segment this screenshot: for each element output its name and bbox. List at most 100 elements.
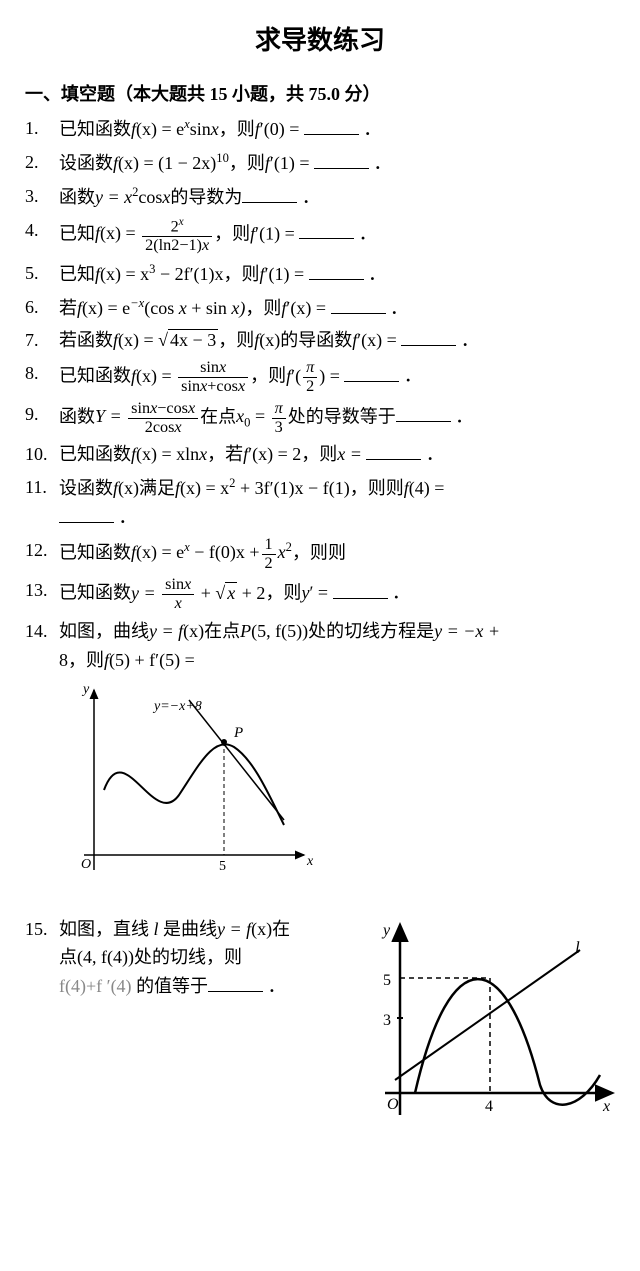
blank[interactable] bbox=[304, 116, 359, 135]
t: ，则 bbox=[224, 264, 260, 284]
t: ，则 bbox=[214, 223, 250, 243]
formula: y′ = bbox=[301, 583, 328, 603]
question-12: 12. 已知函数f(x) = ex − f(0)x +12x2，则则 bbox=[25, 536, 615, 573]
t: ，则 bbox=[219, 119, 255, 139]
question-3: 3. 函数y = x2cosx的导数为 ． bbox=[25, 182, 615, 212]
formula: f(x) = xlnx bbox=[131, 444, 207, 464]
t: ，则 bbox=[218, 330, 254, 350]
formula: f(x) = (1 − 2x)10 bbox=[113, 153, 229, 173]
t: 若函数 bbox=[59, 330, 113, 350]
blank[interactable] bbox=[299, 220, 354, 239]
x-axis-label: x bbox=[306, 854, 314, 869]
blank[interactable] bbox=[309, 261, 364, 280]
x-axis-label: x bbox=[602, 1098, 610, 1115]
dot: ． bbox=[354, 223, 377, 243]
q-body: 已知函数f(x) = ex − f(0)x +12x2，则则 bbox=[59, 536, 615, 573]
formula: f(x) = exsinx bbox=[131, 119, 219, 139]
question-15: 15. 如图，直线 l 是曲线y = f(x)在点(4, f(4))处的切线，则… bbox=[25, 915, 615, 1125]
t: ，则 bbox=[301, 444, 337, 464]
origin-label: O bbox=[81, 857, 91, 872]
blank[interactable] bbox=[344, 363, 399, 382]
question-9: 9. 函数Y = sinx−cosx2cosx在点x0 = π3处的导数等于 ． bbox=[25, 400, 615, 437]
q-num: 5. bbox=[25, 259, 59, 289]
q-num: 13. bbox=[25, 576, 59, 613]
t: 处的切线方程是 bbox=[308, 621, 434, 641]
t: 设函数 bbox=[59, 153, 113, 173]
formula: f(x) = sinxsinx+cosx bbox=[131, 366, 250, 386]
blank[interactable] bbox=[366, 441, 421, 460]
formula: f′(1) = bbox=[260, 264, 305, 284]
x-tick-4: 4 bbox=[485, 1098, 493, 1115]
formula: f′(1) = bbox=[265, 153, 310, 173]
q-body: 设函数f(x) = (1 − 2x)10，则f′(1) = ． bbox=[59, 148, 615, 178]
q-num: 12. bbox=[25, 536, 59, 573]
y-axis-label: y bbox=[381, 922, 391, 939]
q-num: 4. bbox=[25, 216, 59, 255]
t: 在 bbox=[272, 919, 290, 939]
t: ，则 bbox=[265, 583, 301, 603]
q-body: 已知函数y = sinxx + x + 2，则y′ = ． bbox=[59, 576, 615, 613]
t: 如图，直线 bbox=[59, 919, 154, 939]
y-tick-3: 3 bbox=[383, 1012, 391, 1029]
origin-label: O bbox=[387, 1096, 399, 1113]
question-11: 11. 设函数f(x)满足f(x) = x2 + 3f′(1)x − f(1)，… bbox=[25, 473, 615, 532]
formula: y = −x + bbox=[434, 621, 500, 641]
q-body: 已知函数f(x) = sinxsinx+cosx，则f′(π2) = ． bbox=[59, 359, 615, 396]
blank[interactable] bbox=[401, 327, 456, 346]
dot: ． bbox=[399, 366, 422, 386]
t: 在点 bbox=[200, 406, 236, 426]
q-num: 14. bbox=[25, 617, 59, 885]
dot: ． bbox=[451, 406, 474, 426]
question-13: 13. 已知函数y = sinxx + x + 2，则y′ = ． bbox=[25, 576, 615, 613]
tangent-line bbox=[395, 950, 580, 1080]
q-num: 7. bbox=[25, 326, 59, 355]
t: 则 bbox=[328, 542, 346, 562]
t: 在点 bbox=[204, 621, 240, 641]
t: 是曲线 bbox=[159, 919, 218, 939]
blank[interactable] bbox=[396, 403, 451, 422]
formula: f′(1) = bbox=[250, 223, 295, 243]
t: ，若 bbox=[207, 444, 243, 464]
dot: ． bbox=[263, 976, 286, 996]
t: ，则 bbox=[245, 298, 281, 318]
formula: f(x) = 2x2(ln2−1)x bbox=[95, 223, 214, 243]
blank[interactable] bbox=[331, 295, 386, 314]
q-body: 函数y = x2cosx的导数为 ． bbox=[59, 182, 615, 212]
formula: f(4) = bbox=[404, 478, 445, 498]
question-5: 5. 已知f(x) = x3 − 2f′(1)x，则f′(1) = ． bbox=[25, 259, 615, 289]
q-num: 9. bbox=[25, 400, 59, 437]
blank[interactable] bbox=[208, 973, 263, 992]
t: 函数 bbox=[59, 187, 95, 207]
q-body: 设函数f(x)满足f(x) = x2 + 3f′(1)x − f(1)，则则f(… bbox=[59, 473, 615, 532]
formula: f(x) = 4x − 3 bbox=[113, 329, 218, 350]
t: 已知函数 bbox=[59, 366, 131, 386]
blank[interactable] bbox=[59, 504, 114, 523]
formula: x = bbox=[337, 444, 362, 464]
q-body: 若f(x) = e−x(cos x + sin x)，则f′(x) = ． bbox=[59, 293, 615, 323]
formula: (4, f(4)) bbox=[77, 947, 134, 967]
dot: ． bbox=[369, 153, 392, 173]
q-num: 2. bbox=[25, 148, 59, 178]
question-1: 1. 已知函数f(x) = exsinx，则f′(0) = ． bbox=[25, 114, 615, 144]
question-10: 10. 已知函数f(x) = xlnx，若f′(x) = 2，则x = ． bbox=[25, 440, 615, 469]
t: ，则 bbox=[292, 542, 328, 562]
dot: ． bbox=[114, 507, 137, 527]
section-meta: （本大题共 15 小题，共 75.0 分） bbox=[115, 84, 381, 104]
formula: f′(0) = bbox=[255, 119, 300, 139]
chart-15: O x y l 5 3 4 bbox=[365, 915, 615, 1125]
formula: f(x) bbox=[254, 330, 280, 350]
t: 已知函数 bbox=[59, 542, 131, 562]
t: ，则 bbox=[350, 478, 386, 498]
blank[interactable] bbox=[314, 150, 369, 169]
dot: ． bbox=[388, 583, 411, 603]
t: 则 bbox=[386, 478, 404, 498]
blank[interactable] bbox=[242, 184, 297, 203]
q-num: 3. bbox=[25, 182, 59, 212]
blank[interactable] bbox=[333, 580, 388, 599]
question-list: 1. 已知函数f(x) = exsinx，则f′(0) = ． 2. 设函数f(… bbox=[25, 114, 615, 1124]
point-p bbox=[221, 739, 227, 745]
t: 已知 bbox=[59, 264, 95, 284]
x-tick-5: 5 bbox=[219, 859, 226, 874]
page-title: 求导数练习 bbox=[25, 20, 615, 62]
t: 已知 bbox=[59, 223, 95, 243]
